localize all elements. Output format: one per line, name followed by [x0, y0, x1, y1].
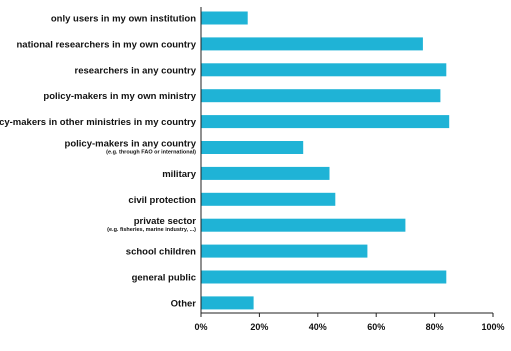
category-label: general public	[132, 273, 196, 284]
x-tick-label: 100%	[481, 322, 504, 332]
x-tick-label: 80%	[426, 322, 444, 332]
bar	[201, 244, 368, 258]
category-label: school children	[126, 247, 196, 258]
bar	[201, 218, 406, 232]
x-axis: 0% 20% 40% 60% 80% 100%	[194, 7, 505, 332]
category-labels: only users in my own institution national…	[0, 14, 197, 310]
bar	[201, 166, 330, 180]
category-label: policy-makers in my own ministry	[43, 91, 196, 102]
x-tick-label: 20%	[250, 322, 268, 332]
category-label: military	[162, 169, 197, 180]
bars	[201, 11, 450, 310]
category-label: policy-makers in other ministries in my …	[0, 117, 197, 128]
bar	[201, 141, 304, 154]
category-label: policy-makers in any country	[65, 139, 197, 150]
bar	[201, 115, 450, 129]
category-label: private sector	[134, 216, 197, 227]
x-tick-label: 40%	[309, 322, 327, 332]
bar	[201, 89, 441, 103]
category-sublabel: (e.g. fisheries, marine industry, ...)	[107, 227, 196, 233]
bar	[201, 270, 447, 284]
category-label: researchers in any country	[75, 65, 197, 76]
x-tick-label: 60%	[367, 322, 385, 332]
bar	[201, 11, 248, 25]
x-tick-label: 0%	[194, 322, 207, 332]
bar	[201, 63, 447, 77]
category-label: civil protection	[128, 195, 196, 206]
category-label: Other	[171, 298, 197, 309]
category-sublabel: (e.g. through FAO or international)	[106, 150, 196, 156]
bar	[201, 296, 254, 310]
bar	[201, 192, 336, 206]
bar	[201, 37, 423, 51]
category-label: national researchers in my own country	[17, 39, 197, 50]
category-label: only users in my own institution	[51, 14, 196, 25]
